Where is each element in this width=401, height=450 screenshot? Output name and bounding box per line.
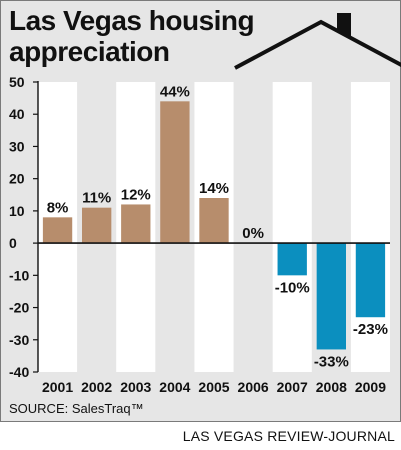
x-tick-label: 2003 xyxy=(120,379,151,395)
chart-graphic: Las Vegas housing appreciation 50 40 30 20 1… xyxy=(0,0,401,422)
bar xyxy=(160,101,190,244)
y-tick-label: -20 xyxy=(9,300,29,316)
data-label: 14% xyxy=(199,180,229,197)
x-tick-label: 2006 xyxy=(238,379,269,395)
publication-credit: LAS VEGAS REVIEW-JOURNAL xyxy=(182,428,395,444)
y-tick-label: 50 xyxy=(9,74,25,90)
x-tick-label: 2001 xyxy=(42,379,73,395)
x-tick-label: 2007 xyxy=(277,379,308,395)
y-tick-label: -10 xyxy=(9,267,29,283)
data-label: 12% xyxy=(121,186,151,203)
x-tick-label: 2002 xyxy=(81,379,112,395)
x-tick-label: 2009 xyxy=(355,379,386,395)
bar xyxy=(42,217,73,244)
column-stripe xyxy=(272,82,312,372)
y-tick-label: 0 xyxy=(9,235,17,251)
y-tick-label: 10 xyxy=(9,203,25,219)
x-tick-label: 2008 xyxy=(316,379,347,395)
data-label: 0% xyxy=(242,225,264,242)
house-roof-icon xyxy=(234,13,401,70)
data-label: -10% xyxy=(275,279,310,296)
bar xyxy=(316,243,346,350)
data-label: -23% xyxy=(353,321,388,338)
x-tick-label: 2004 xyxy=(159,379,190,395)
chart-title-line-2: appreciation xyxy=(9,36,170,67)
chart-title-line-1: Las Vegas housing xyxy=(9,5,255,36)
y-tick-label: -30 xyxy=(9,332,29,348)
bar xyxy=(277,243,307,276)
y-tick-label: -40 xyxy=(9,364,29,380)
bar-chart: 50 40 30 20 10 0 -10 -20 -30 -40 8% 2001 11% 2002 12% 2… xyxy=(9,74,390,395)
data-label: -33% xyxy=(314,353,349,370)
bar xyxy=(121,204,151,244)
y-tick-label: 20 xyxy=(9,171,25,187)
data-label: 11% xyxy=(82,190,111,207)
bar xyxy=(355,243,386,318)
chart-title: Las Vegas housing appreciation xyxy=(9,5,255,67)
data-label: 44% xyxy=(160,83,190,100)
bar xyxy=(199,198,229,244)
y-tick-label: 40 xyxy=(9,106,25,122)
x-tick-label: 2005 xyxy=(198,379,229,395)
source-note: SOURCE: SalesTraq™ xyxy=(9,401,144,416)
column-stripe xyxy=(350,82,390,372)
bar xyxy=(82,207,112,244)
data-label: 8% xyxy=(47,199,69,216)
y-tick-label: 30 xyxy=(9,138,25,154)
